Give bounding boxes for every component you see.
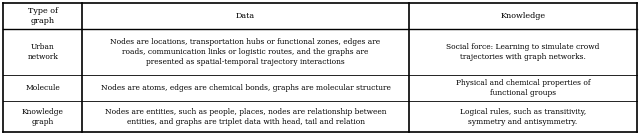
Text: Nodes are atoms, edges are chemical bonds, graphs are molecular structure: Nodes are atoms, edges are chemical bond… bbox=[100, 84, 390, 92]
Text: Social force: Learning to simulate crowd
trajectories with graph networks.: Social force: Learning to simulate crowd… bbox=[446, 43, 600, 61]
Text: Knowledge: Knowledge bbox=[500, 12, 545, 20]
Text: Type of
graph: Type of graph bbox=[28, 7, 58, 25]
Text: Logical rules, such as transitivity,
symmetry and antisymmetry.: Logical rules, such as transitivity, sym… bbox=[460, 108, 586, 126]
Text: Nodes are entities, such as people, places, nodes are relationship between
entit: Nodes are entities, such as people, plac… bbox=[105, 108, 387, 126]
Text: Data: Data bbox=[236, 12, 255, 20]
Text: Molecule: Molecule bbox=[26, 84, 60, 92]
Text: Knowledge
graph: Knowledge graph bbox=[22, 108, 64, 126]
Text: Urban
network: Urban network bbox=[28, 43, 58, 61]
Text: Nodes are locations, transportation hubs or functional zones, edges are
roads, c: Nodes are locations, transportation hubs… bbox=[111, 38, 381, 66]
Text: Physical and chemical properties of
functional groups: Physical and chemical properties of func… bbox=[456, 79, 590, 97]
